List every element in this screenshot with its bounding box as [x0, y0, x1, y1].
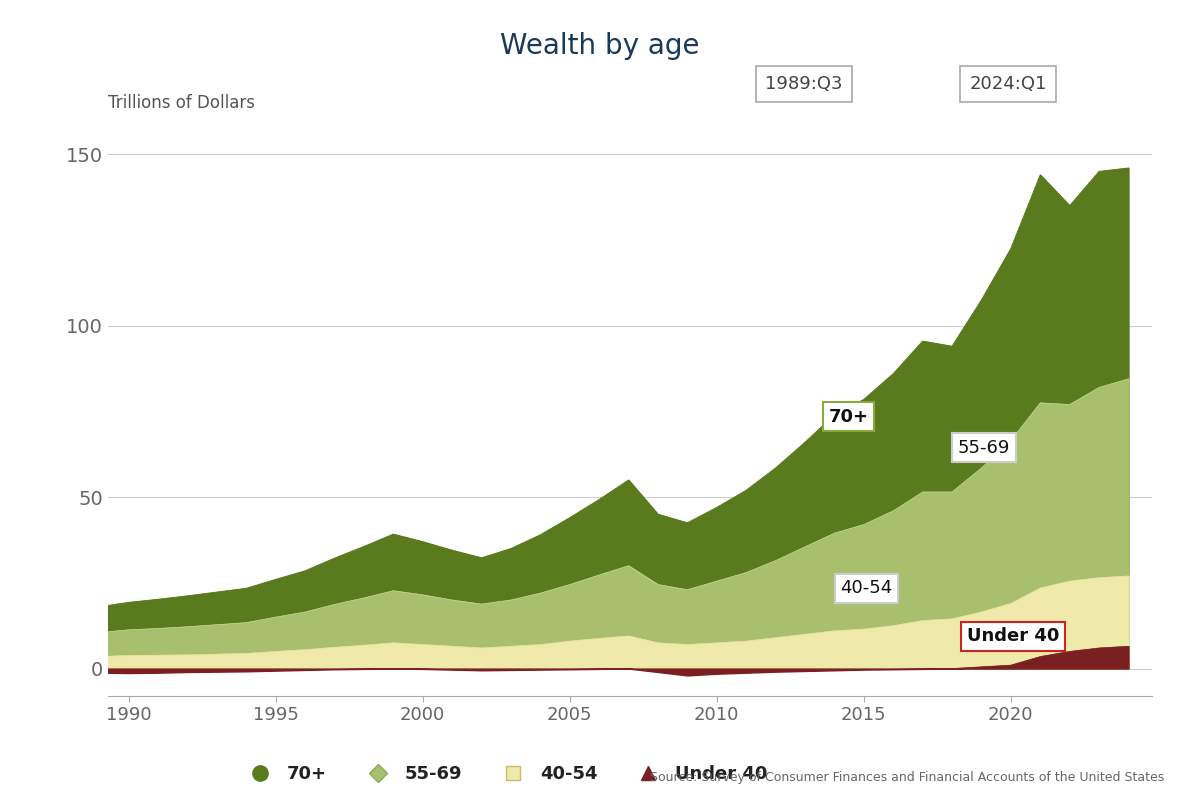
Text: Wealth by age: Wealth by age — [500, 32, 700, 60]
Text: 55-69: 55-69 — [958, 438, 1010, 457]
Text: Trillions of Dollars: Trillions of Dollars — [108, 94, 256, 112]
Text: Under 40: Under 40 — [967, 627, 1060, 645]
Text: 70+: 70+ — [828, 408, 869, 426]
Text: 40-54: 40-54 — [840, 579, 893, 597]
Text: 2024:Q1: 2024:Q1 — [970, 75, 1046, 93]
Legend: 70+, 55-69, 40-54, Under 40: 70+, 55-69, 40-54, Under 40 — [235, 758, 775, 790]
Text: Source: Survey of Consumer Finances and Financial Accounts of the United States: Source: Survey of Consumer Finances and … — [649, 771, 1164, 784]
Text: 1989:Q3: 1989:Q3 — [766, 75, 842, 93]
